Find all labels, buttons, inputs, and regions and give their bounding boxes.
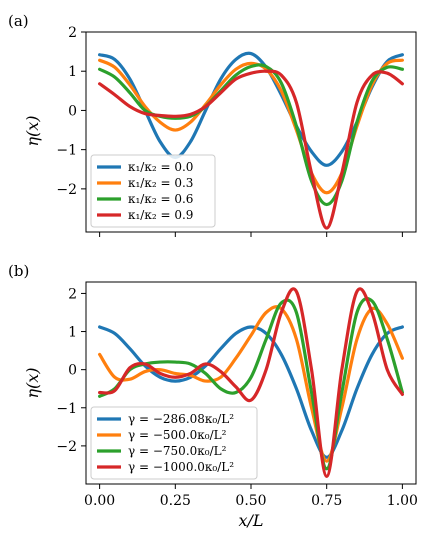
panel-b-ylabel: η(x) [23,367,42,398]
panel-b-xtick-label: 0.00 [84,493,115,509]
panel-b-series-line-2 [98,297,404,471]
panel-b-legend-label-1: γ = −500.0κ₀/L² [128,428,227,442]
panel-a-ytick-label: 0 [68,103,77,119]
panel-b-ytick-label: 2 [68,286,77,302]
panel-b-legend-label-3: γ = −1000.0κ₀/L² [128,460,234,474]
panel-a-ytick-label: 2 [68,25,77,41]
panel-a-series-line-0 [98,51,404,167]
panel-b-ytick-label: 0 [68,363,77,379]
panel-a-legend-label-1: κ₁/κ₂ = 0.3 [128,176,193,190]
panel-b-ytick-label: −1 [56,401,77,417]
panel-a-legend-box [90,154,216,228]
panel-a-ytick-label: −1 [56,143,77,159]
panel-a-legend-label-0: κ₁/κ₂ = 0.0 [128,160,193,174]
panel-a-ytick-label: 1 [68,64,77,80]
panel-b-lines [98,287,404,478]
panel-a-ticks: −2 −1 0 1 2 [56,25,403,237]
panel-b-xtick-label: 0.50 [235,493,266,509]
panel-b-xtick-label: 0.25 [160,493,191,509]
panel-b-legend-label-2: γ = −750.0κ₀/L² [128,444,227,458]
panel-a-legend: κ₁/κ₂ = 0.0 κ₁/κ₂ = 0.3 κ₁/κ₂ = 0.6 κ₁/κ₂ =… [90,154,216,228]
panel-a-label: (a) [8,12,29,30]
panel-a-lines [98,51,404,230]
panel-b-ytick-label: 1 [68,325,77,341]
panel-b-label: (b) [8,262,29,280]
panel-a-legend-label-3: κ₁/κ₂ = 0.9 [128,208,193,222]
panel-b-xtick-label: 1.00 [387,493,418,509]
panel-a-series-line-3 [98,69,404,230]
panel-a-ylabel: η(x) [23,115,42,146]
panel-b-series-line-3 [98,287,404,478]
panel-b-ticks: 0.00 0.25 0.50 0.75 1.00 −2 −1 0 1 2 [56,286,418,509]
panel-b-xlabel: x/L [238,511,263,530]
panel-b-frame [85,281,417,485]
panel-a-ytick-label: −2 [56,182,77,198]
panel-b-legend-box [90,406,258,480]
panel-b-xtick-label: 0.75 [311,493,342,509]
panel-b: (b) η(x) x/L 0.00 0.25 0.50 0.75 1.00 −2 −1 0 1 2… [8,262,418,530]
panel-b-series-line-1 [98,305,404,463]
panel-a-frame [85,31,417,233]
panel-b-ytick-label: −2 [56,439,77,455]
panel-a-legend-label-2: κ₁/κ₂ = 0.6 [128,192,193,206]
panel-b-legend-label-0: γ = −286.08κ₀/L² [128,412,234,426]
panel-b-legend: γ = −286.08κ₀/L² γ = −500.0κ₀/L² γ = −750.… [90,406,258,480]
